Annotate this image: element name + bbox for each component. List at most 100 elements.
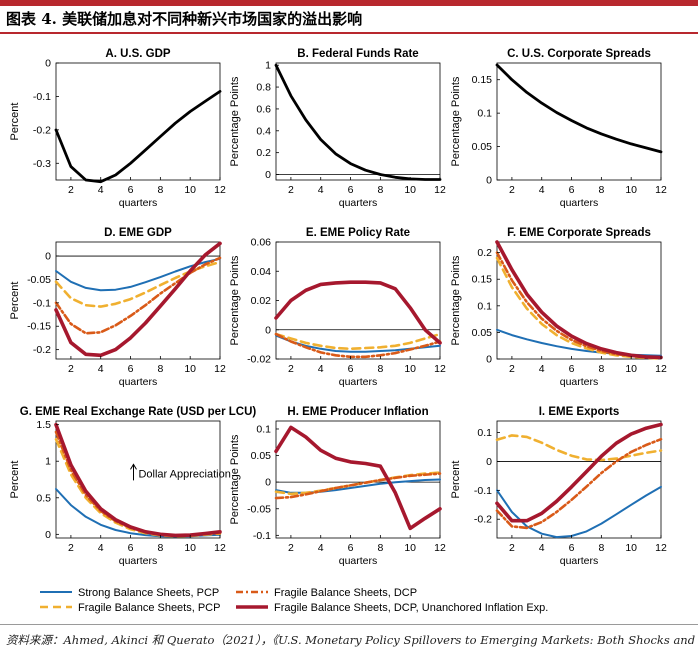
x-axis-label: quarters — [119, 376, 158, 388]
y-tick-label: 0 — [45, 58, 51, 70]
panel-h: 2 4 6 8 10 12 0.1 0.05 0 -0.05 -0.1 H. EME Producer… — [229, 406, 446, 567]
x-tick-label: 4 — [98, 542, 104, 554]
plot-frame — [55, 241, 221, 360]
x-axis-label: quarters — [119, 197, 158, 209]
x-tick-label: 10 — [404, 184, 416, 196]
x-tick-label: 12 — [214, 542, 226, 554]
series-line-fragile_dcp_unanchored — [274, 280, 442, 345]
x-tick-label: 4 — [318, 363, 324, 375]
x-tick-label: 10 — [184, 542, 196, 554]
panel-b: 2 4 6 8 10 12 0 0.2 0.4 0.6 0.8 1 B. Federal Funds R… — [229, 48, 446, 209]
panel-a: 2 4 6 8 10 12 0 -0.1 -0.2 -0.3 A. U.S. GDP quarters… — [9, 48, 226, 209]
panel-title: C. U.S. Corporate Spreads — [507, 48, 651, 60]
x-tick-label: 2 — [288, 542, 294, 554]
x-axis-label: quarters — [560, 376, 599, 388]
panel-title: D. EME GDP — [104, 227, 172, 239]
x-tick-label: 10 — [184, 184, 196, 196]
series-line-fragile_dcp — [495, 251, 663, 360]
panel-f: 2 4 6 8 10 12 0 0.05 0.1 0.15 0.2 F. EME Corporate … — [450, 227, 667, 388]
x-tick-label: 6 — [569, 184, 575, 196]
series-line-fragile_pcp — [495, 256, 663, 360]
y-axis-label: Percent — [9, 103, 21, 141]
y-tick-label: 0.05 — [472, 141, 493, 153]
x-tick-label: 4 — [98, 363, 104, 375]
series-line-strong_pcp — [275, 478, 441, 494]
series-line-strong_pcp — [55, 257, 221, 292]
x-tick-label: 8 — [377, 184, 383, 196]
y-axis-label: Percentage Points — [229, 434, 241, 524]
x-tick-label: 2 — [68, 184, 74, 196]
x-axis-label: quarters — [339, 376, 378, 388]
y-tick-label: -0.05 — [27, 274, 51, 286]
x-tick-label: 2 — [68, 363, 74, 375]
x-tick-label: 10 — [184, 363, 196, 375]
y-tick-label: 0.02 — [251, 295, 272, 307]
x-tick-label: 8 — [598, 184, 604, 196]
y-tick-label: 0.8 — [256, 82, 271, 94]
y-tick-label: 1 — [45, 456, 51, 468]
x-tick-label: 10 — [404, 363, 416, 375]
y-tick-label: -0.3 — [33, 158, 51, 170]
x-axis-label: quarters — [119, 555, 158, 567]
y-tick-label: 0 — [265, 477, 271, 489]
legend: Strong Balance Sheets, PCP Fragile Balanc… — [40, 587, 548, 614]
figure-panels: 2 4 6 8 10 120-0.1-0.2-0.3A. U.S. GDPquarters… — [9, 48, 667, 614]
x-tick-label: 8 — [157, 184, 163, 196]
panel-g: 2 4 6 8 10 12 0 0.5 1 1.5G. EME Real Exchange Rat… — [9, 406, 256, 567]
series-line-fragile_dcp — [495, 437, 663, 530]
x-tick-label: 6 — [128, 363, 134, 375]
y-tick-label: 0 — [45, 529, 51, 541]
x-tick-label: 6 — [348, 184, 354, 196]
y-tick-label: 0.1 — [477, 300, 492, 312]
panel-title: B. Federal Funds Rate — [297, 48, 418, 60]
series-line-fragile_dcp_unanchored — [54, 422, 222, 538]
panel-title: F. EME Corporate Spreads — [507, 227, 651, 239]
y-axis-label: Percent — [9, 282, 21, 320]
series-line-fragile_pcp — [495, 434, 663, 462]
source-note: 资料来源：Ahmed, Akinci 和 Querato（2021），《U.S.… — [6, 633, 696, 647]
y-tick-label: 0.2 — [477, 247, 492, 259]
series-line-us — [274, 63, 442, 181]
x-tick-label: 12 — [655, 184, 667, 196]
y-tick-label: 0.06 — [251, 237, 272, 249]
y-tick-label: -0.1 — [474, 485, 492, 497]
x-tick-label: 2 — [68, 542, 74, 554]
y-axis-label: Percentage Points — [229, 255, 241, 345]
x-tick-label: 8 — [157, 363, 163, 375]
y-tick-label: 0 — [486, 354, 492, 366]
y-tick-label: -0.02 — [247, 354, 271, 366]
y-tick-label: 0.6 — [256, 103, 271, 115]
y-tick-label: 0 — [45, 251, 51, 263]
series-line-fragile_pcp — [54, 260, 222, 308]
x-tick-label: 10 — [625, 363, 637, 375]
y-tick-label: 0.1 — [256, 423, 271, 435]
y-axis-label: Percentage Points — [450, 76, 462, 166]
x-tick-label: 4 — [539, 363, 545, 375]
x-tick-label: 12 — [214, 363, 226, 375]
panel-title: A. U.S. GDP — [105, 48, 171, 60]
series-line-fragile_dcp_unanchored — [274, 425, 442, 531]
x-tick-label: 12 — [434, 184, 446, 196]
y-tick-label: 0.05 — [251, 450, 272, 462]
y-axis-label: Percentage Points — [450, 255, 462, 345]
x-tick-label: 12 — [655, 542, 667, 554]
plot-frame — [496, 241, 662, 360]
y-tick-label: 0 — [265, 324, 271, 336]
panel-title: E. EME Policy Rate — [306, 227, 410, 239]
panel-title: G. EME Real Exchange Rate (USD per LCU) — [20, 406, 257, 418]
series-line-fragile_dcp — [274, 332, 442, 359]
y-tick-label: -0.1 — [253, 530, 271, 542]
x-tick-label: 8 — [377, 542, 383, 554]
y-tick-label: 0.1 — [477, 427, 492, 439]
x-tick-label: 2 — [509, 184, 515, 196]
x-tick-label: 10 — [625, 542, 637, 554]
x-tick-label: 8 — [598, 363, 604, 375]
x-tick-label: 2 — [288, 363, 294, 375]
series-line-us — [54, 90, 222, 184]
top-accent-bar — [0, 0, 698, 6]
y-tick-label: 1 — [265, 60, 271, 72]
y-tick-label: 0 — [486, 456, 492, 468]
series-line-fragile_pcp — [274, 332, 442, 351]
x-tick-label: 12 — [434, 542, 446, 554]
panel-d: 2 4 6 8 10 12 0 -0.05 -0.1 -0.15 -0.2 D. EME GDP qua… — [9, 227, 226, 388]
